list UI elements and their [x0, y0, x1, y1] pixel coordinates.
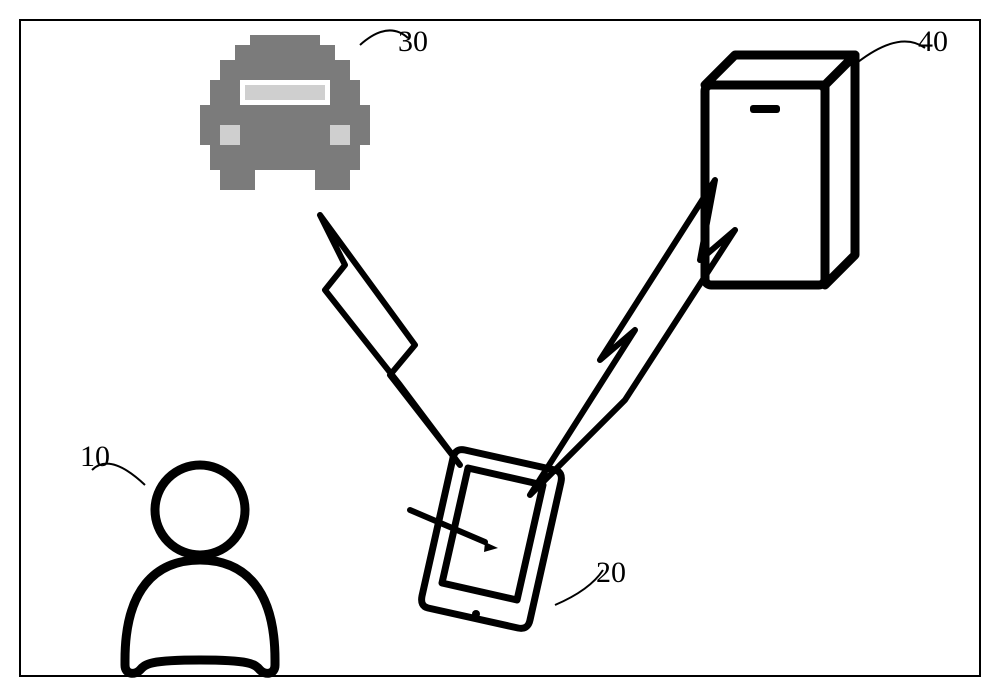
label-30: 30 — [398, 25, 428, 59]
label-20: 20 — [596, 556, 626, 590]
wireless-links — [0, 0, 1000, 696]
diagram-stage: 10 20 30 40 — [0, 0, 1000, 696]
label-40: 40 — [918, 25, 948, 59]
label-10: 10 — [80, 440, 110, 474]
